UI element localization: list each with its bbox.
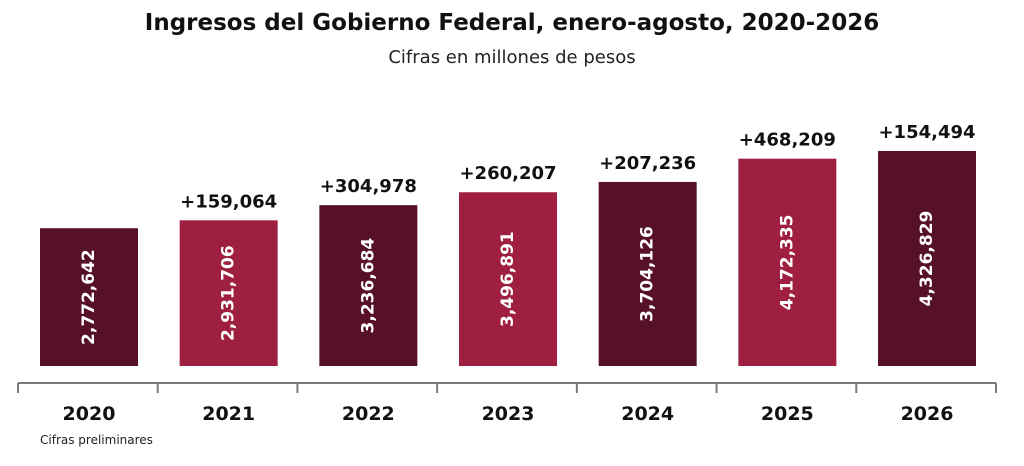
footnote: Cifras preliminares: [40, 433, 153, 447]
change-label: +260,207: [459, 163, 556, 184]
x-axis: [17, 382, 997, 393]
x-tick-label: 2026: [901, 403, 954, 425]
bar: [878, 151, 977, 366]
bar: [598, 181, 697, 366]
change-label: +468,209: [739, 130, 836, 151]
bar-value-label: 3,704,126: [638, 226, 658, 322]
change-label: +159,064: [180, 191, 277, 212]
bar: [179, 220, 278, 366]
x-tick-label: 2023: [482, 403, 535, 425]
bar-value-label: 4,326,829: [917, 211, 937, 307]
x-tick-label: 2020: [63, 403, 116, 425]
x-tick-label: 2024: [621, 403, 674, 425]
labels-layer: 2,772,642 2020 2,931,706 +159,064 2021 3,236,…: [63, 122, 976, 425]
change-label: +154,494: [878, 122, 975, 143]
bar-value-label: 3,496,891: [498, 231, 518, 327]
chart-subtitle: Cifras en millones de pesos: [388, 47, 636, 68]
bar: [459, 192, 558, 366]
bars-layer: [40, 151, 977, 366]
change-label: +207,236: [599, 153, 696, 174]
change-label: +304,978: [320, 176, 417, 197]
bar-value-label: 4,172,335: [777, 214, 797, 310]
chart-title: Ingresos del Gobierno Federal, enero-ago…: [144, 10, 880, 36]
bar-value-label: 2,931,706: [219, 245, 239, 341]
x-tick-label: 2021: [202, 403, 255, 425]
x-tick-label: 2022: [342, 403, 395, 425]
bar: [40, 228, 138, 366]
bar: [738, 158, 837, 366]
bar: [319, 205, 418, 366]
bar-value-label: 3,236,684: [358, 238, 378, 334]
x-tick-label: 2025: [761, 403, 814, 425]
bar-value-label: 2,772,642: [79, 249, 99, 345]
